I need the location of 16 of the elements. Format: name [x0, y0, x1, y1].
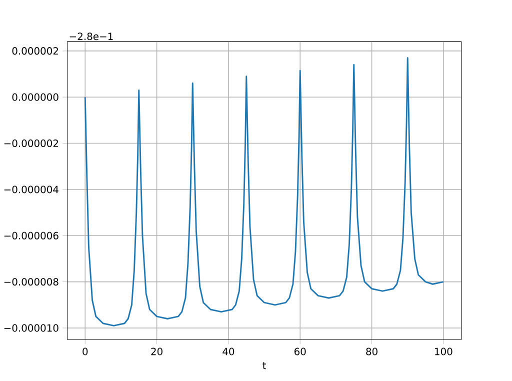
- y-tick-label: 0.000000: [12, 93, 58, 101]
- x-tick-label: 80: [366, 348, 378, 356]
- x-tick-label: 20: [151, 348, 162, 356]
- y-tick-label: −0.000004: [4, 186, 58, 194]
- x-tick-label: 100: [435, 348, 452, 356]
- y-tick-label: −0.000010: [4, 324, 58, 332]
- text: −2.8e−1: [70, 32, 113, 40]
- line-series: [84, 57, 444, 326]
- y-tick-label: −0.000006: [4, 232, 58, 240]
- x-tick-label: 0: [82, 348, 88, 356]
- x-axis-title: t: [262, 362, 266, 369]
- y-tick-label: −0.000008: [4, 278, 58, 286]
- x-tick-label: 60: [294, 348, 306, 356]
- x-tick-label: 40: [222, 348, 234, 356]
- y-tick-label: −0.000002: [4, 139, 58, 147]
- y-tick-label: 0.000002: [12, 47, 58, 55]
